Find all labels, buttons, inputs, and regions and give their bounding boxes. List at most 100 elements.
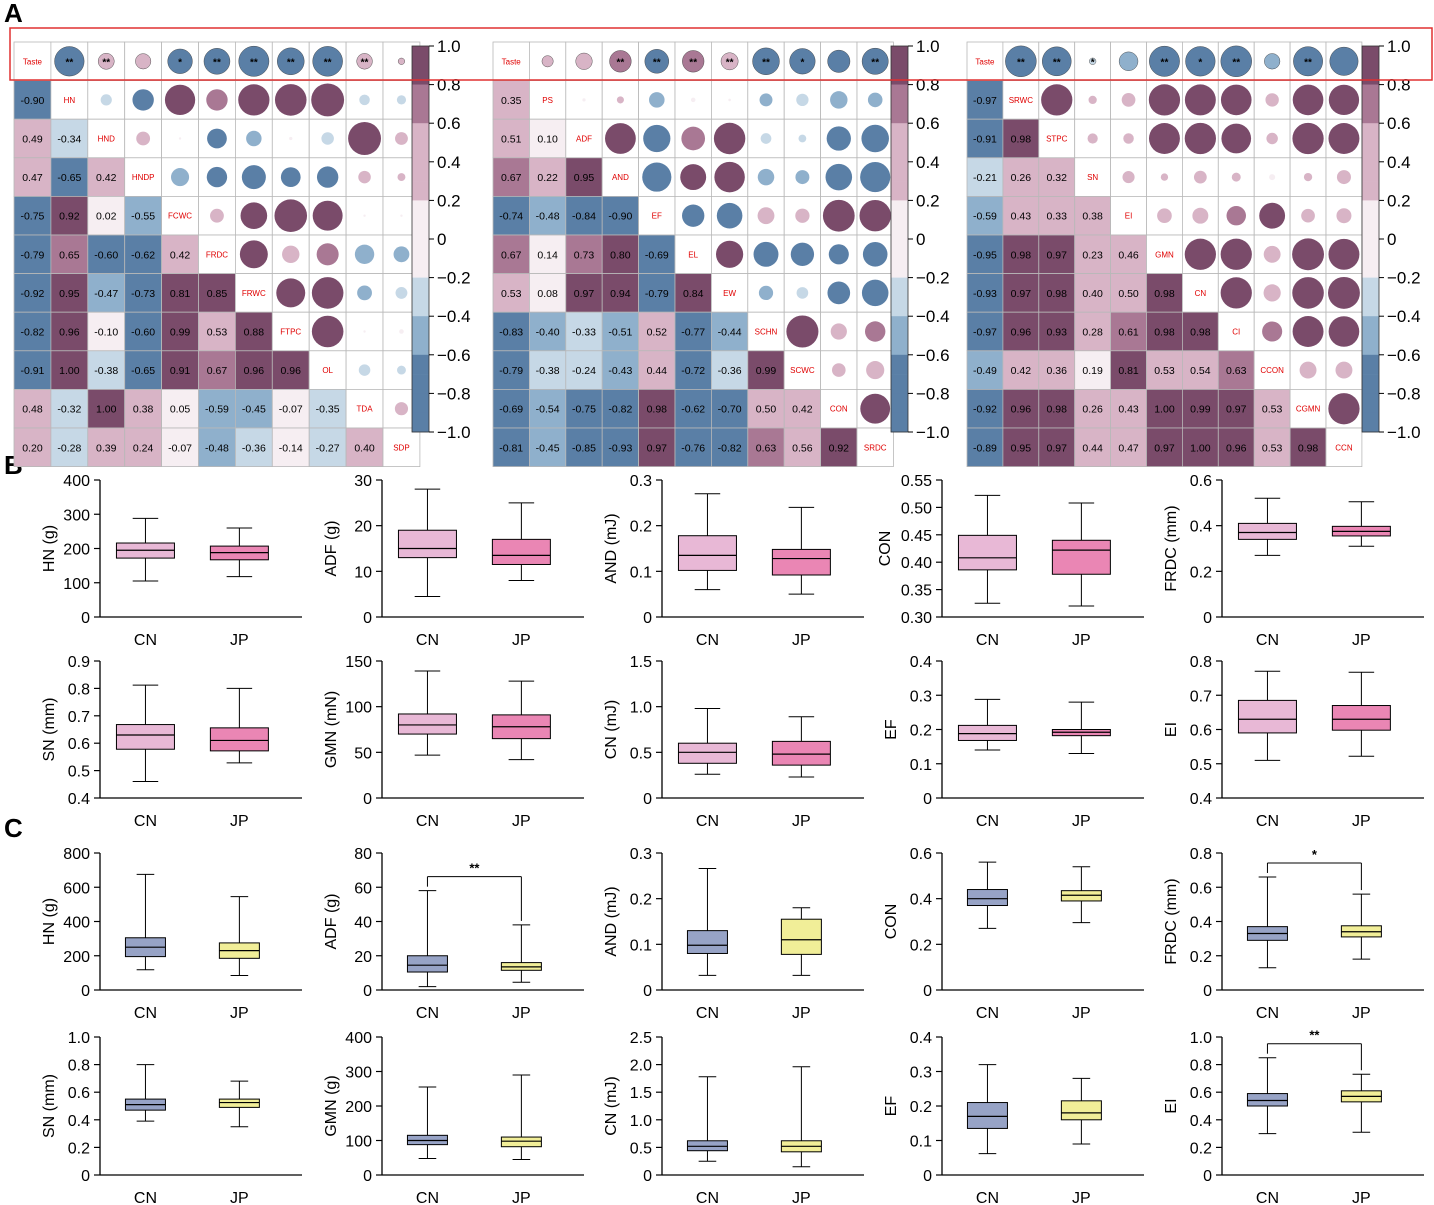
colorbar-segment xyxy=(1362,200,1379,220)
corr-circle xyxy=(582,98,586,102)
corr-value: -0.60 xyxy=(131,327,155,339)
corr-circle xyxy=(171,168,190,187)
y-tick-label: 0.4 xyxy=(910,654,932,671)
variable-label: CN xyxy=(1195,289,1207,298)
box-plot-C8: 0 0.5 1.0 1.5 2.0 2.5 CN (mJ) CN JP xyxy=(603,1030,864,1205)
corr-circle xyxy=(311,277,344,309)
colorbar-tick-label: 0.8 xyxy=(437,76,461,95)
corr-cell xyxy=(13,350,52,390)
significance-mark: ** xyxy=(617,57,625,68)
colorbar-segment xyxy=(891,296,908,317)
box-iqr xyxy=(1237,522,1297,540)
corr-circle xyxy=(830,323,847,340)
colorbar-segment xyxy=(412,296,429,317)
corr-value: -0.14 xyxy=(279,442,303,454)
x-category-label: JP xyxy=(1072,813,1091,830)
y-tick-label: 300 xyxy=(63,507,90,524)
corr-cell xyxy=(529,273,567,313)
y-tick-label: 200 xyxy=(63,542,90,559)
corr-cell xyxy=(565,195,603,236)
x-category-label: CN xyxy=(134,813,157,830)
corr-value: -0.97 xyxy=(973,95,997,107)
x-category-label: CN xyxy=(1256,1190,1279,1205)
corr-value: 0.95 xyxy=(1011,442,1032,454)
x-category-label: CN xyxy=(976,1190,999,1205)
corr-value: 0.23 xyxy=(1082,249,1103,261)
colorbar-segment xyxy=(891,219,908,240)
significance-mark: ** xyxy=(324,57,332,68)
corr-circle xyxy=(246,130,262,147)
colorbar-tick-label: 1.0 xyxy=(916,37,940,56)
corr-value: 0.08 xyxy=(537,288,558,300)
box-cn xyxy=(966,861,1008,929)
corr-circle xyxy=(280,167,301,187)
x-category-label: CN xyxy=(1256,632,1279,649)
corr-cell xyxy=(1217,350,1255,390)
colorbar-tick-label: −0.4 xyxy=(1387,307,1421,326)
colorbar-tick-label: 0.4 xyxy=(1387,153,1411,172)
y-tick-label: 0.6 xyxy=(68,1085,90,1102)
corr-circle xyxy=(312,200,343,231)
corr-value: 1.00 xyxy=(1154,404,1175,416)
panel-label-c: C xyxy=(4,813,23,843)
colorbar-tick-label: −0.4 xyxy=(437,307,471,326)
box-plot-B2: 0 10 20 30 ADF (g) CN JP xyxy=(323,473,584,649)
colorbar-tick-label: 0 xyxy=(1387,230,1396,249)
x-category-label: JP xyxy=(1072,1005,1091,1022)
corr-cell xyxy=(87,311,126,352)
corr-value: -0.44 xyxy=(718,327,742,339)
corr-value: 0.81 xyxy=(170,288,191,300)
corr-circle xyxy=(1335,361,1353,379)
corr-cell xyxy=(783,427,822,467)
corr-circle xyxy=(1292,277,1324,309)
corr-cell xyxy=(234,311,273,352)
y-tick-label: 0.5 xyxy=(1190,757,1212,774)
corr-circle xyxy=(1292,238,1325,271)
corr-value: 0.99 xyxy=(170,327,191,339)
corr-value: -0.32 xyxy=(57,404,81,416)
box-cn xyxy=(686,868,728,976)
box-jp xyxy=(1331,671,1391,757)
corr-value: 0.80 xyxy=(610,249,631,261)
y-axis-label: FRDC (mm) xyxy=(1163,878,1180,964)
y-tick-label: 2.0 xyxy=(630,1058,652,1075)
corr-cell xyxy=(13,427,52,467)
corr-value: 0.73 xyxy=(574,249,595,261)
variable-label: Taste xyxy=(975,57,995,66)
corr-cell xyxy=(87,157,126,197)
corr-circle xyxy=(1005,45,1037,77)
corr-value: -0.83 xyxy=(499,327,523,339)
x-category-label: CN xyxy=(134,632,157,649)
variable-label: HND xyxy=(98,135,116,144)
y-tick-label: 0.2 xyxy=(910,937,932,954)
corr-circle xyxy=(274,84,307,116)
box-jp xyxy=(218,1080,260,1128)
box-plot-B7: 0 50 100 150 GMN (mN) CN JP xyxy=(323,654,584,830)
significance-mark: ** xyxy=(65,57,73,68)
corr-circle xyxy=(358,364,371,376)
y-tick-label: 0 xyxy=(923,791,932,808)
colorbar-tick-label: 0.2 xyxy=(437,191,461,210)
corr-circle xyxy=(642,162,672,192)
corr-value: 0.19 xyxy=(1082,365,1103,377)
colorbar-segment xyxy=(891,316,908,336)
corr-circle xyxy=(796,287,809,299)
corr-circle xyxy=(1259,202,1286,229)
corr-cell xyxy=(198,427,236,467)
variable-label: EI xyxy=(1125,212,1133,221)
corr-value: 0.97 xyxy=(647,442,668,454)
corr-circle xyxy=(358,170,371,184)
corr-cell xyxy=(674,427,712,467)
corr-value: 0.97 xyxy=(1011,288,1032,300)
corr-cell xyxy=(565,311,603,352)
corr-circle xyxy=(1303,172,1313,182)
corr-circle xyxy=(644,49,669,74)
colorbar-segment xyxy=(1362,354,1379,375)
y-tick-label: 1.0 xyxy=(630,700,652,717)
y-tick-label: 30 xyxy=(354,473,372,490)
significance-mark: ** xyxy=(1017,57,1025,68)
corr-circle xyxy=(827,281,851,305)
corr-cell xyxy=(783,388,822,429)
y-tick-label: 0.6 xyxy=(68,736,90,753)
corr-value: -0.82 xyxy=(718,442,742,454)
